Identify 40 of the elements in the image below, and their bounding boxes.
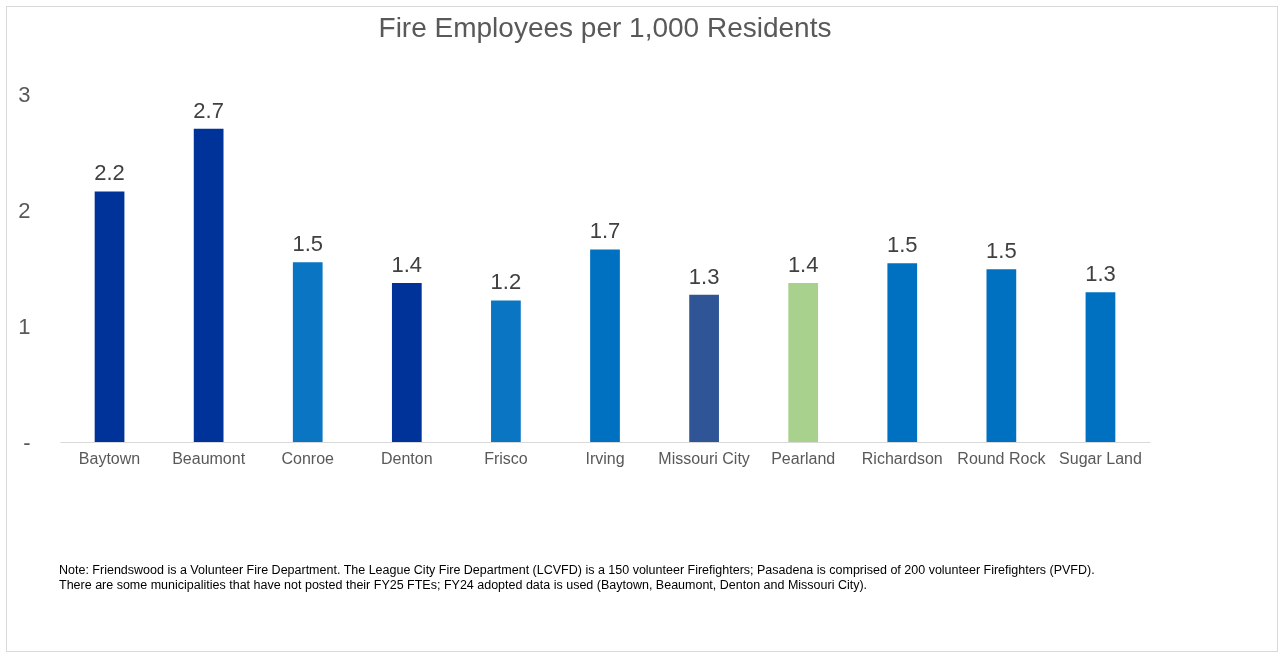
bar [887, 263, 918, 442]
data-label: 1.5 [292, 231, 324, 257]
chart-title: Fire Employees per 1,000 Residents [378, 12, 832, 43]
data-label: 1.3 [688, 263, 720, 289]
text: Note: Friendswood is a Volunteer Fire Department. The League City Fire Department (LCVFD) is a 150 volunteer Firefighters; Pasadena is comprised of 200 volunteer Firefighters (PVFD). [59, 563, 1096, 578]
text: There are some municipalities that have not posted their FY25 FTEs; FY24 adopted data is used (Baytown, Beaumont, Denton and Missouri City). [59, 578, 869, 593]
x-tick-label: Round Rock [957, 449, 1047, 467]
y-tick-label: 1 [18, 313, 31, 339]
data-label: 1.5 [986, 238, 1017, 264]
bar [986, 269, 1017, 442]
bar [292, 262, 323, 442]
x-tick-label: Missouri City [658, 449, 750, 467]
data-label: 1.2 [490, 269, 522, 295]
x-tick-label: Conroe [281, 449, 335, 467]
x-tick-label: Pearland [771, 449, 836, 467]
bar [1085, 292, 1116, 442]
bar [94, 191, 125, 442]
x-tick-label: Richardson [861, 449, 943, 467]
x-tick-label: Frisco [484, 449, 528, 467]
x-tick-label: Irving [585, 449, 625, 467]
data-label: 2.7 [193, 97, 224, 123]
y-tick-label: 3 [18, 81, 31, 107]
data-label: 1.7 [589, 218, 621, 244]
data-label: 1.5 [886, 232, 918, 258]
y-tick-label: 2 [18, 197, 31, 223]
bar [590, 249, 620, 442]
x-tick-label: Denton [381, 449, 433, 467]
bar [193, 128, 224, 442]
data-label: 1.4 [391, 252, 423, 278]
data-label: 1.3 [1085, 261, 1116, 287]
x-tick-label: Sugar Land [1059, 449, 1142, 467]
data-label: 1.4 [787, 252, 819, 278]
bar [491, 300, 521, 442]
y-tick-label: - [23, 429, 31, 455]
x-tick-label: Beaumont [172, 449, 246, 467]
data-label: 2.2 [94, 160, 125, 186]
x-tick-label: Baytown [78, 449, 141, 467]
bar [689, 294, 719, 442]
bar [788, 283, 819, 442]
bar [391, 283, 422, 442]
